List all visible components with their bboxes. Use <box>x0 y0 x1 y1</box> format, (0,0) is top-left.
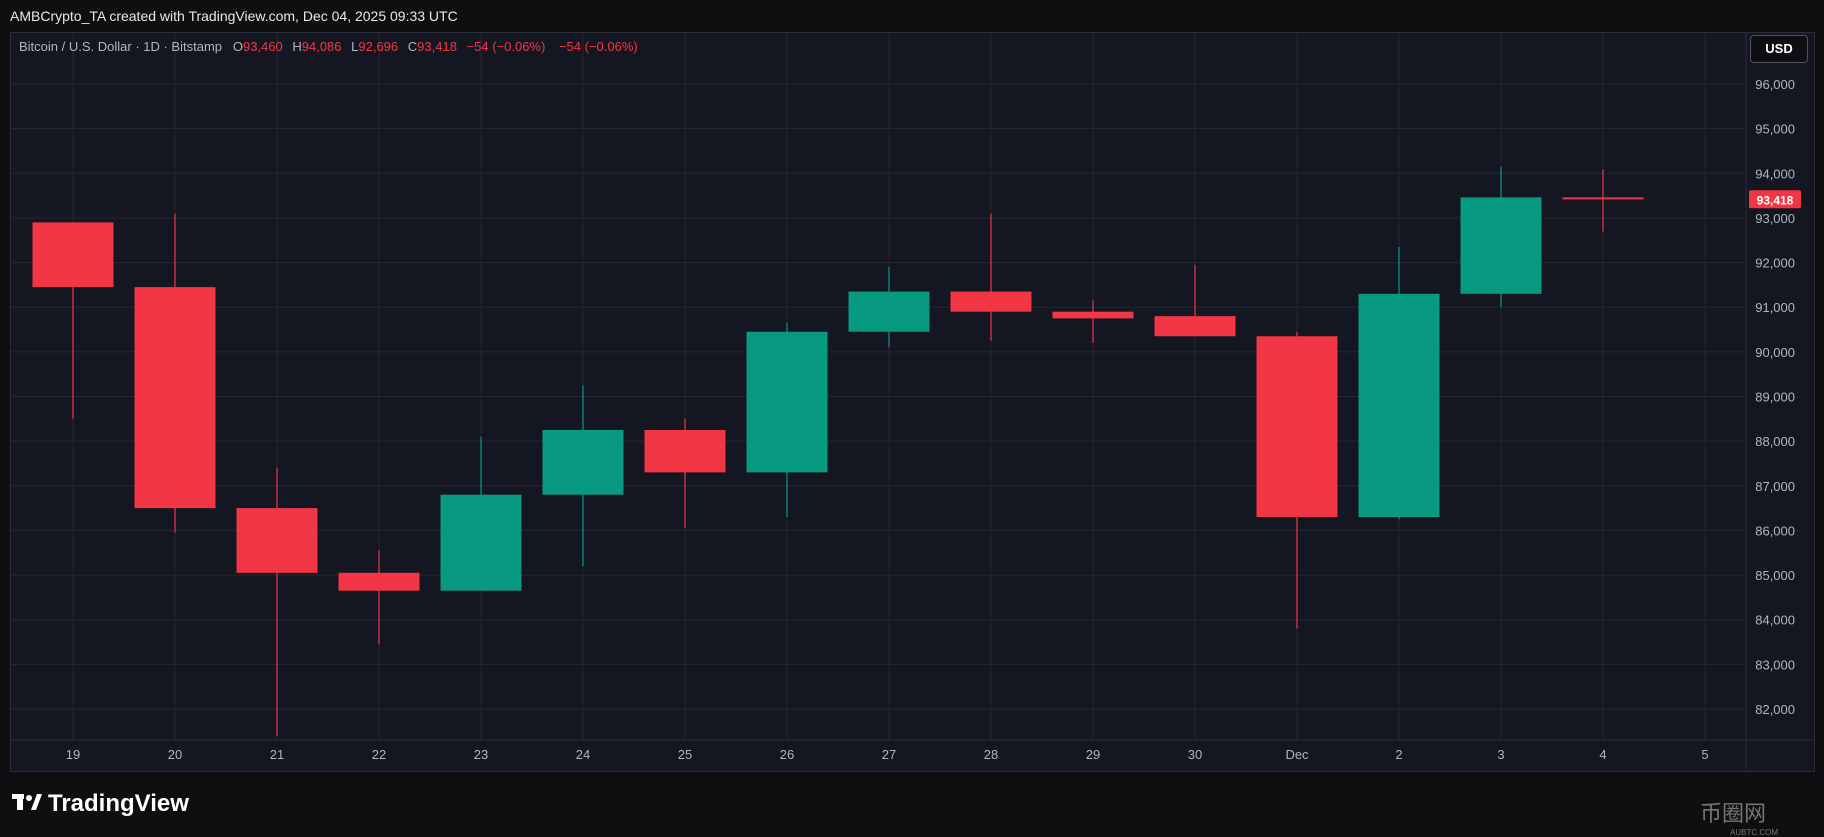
x-tick-label: 25 <box>678 747 692 762</box>
y-tick-label: 83,000 <box>1755 657 1795 672</box>
candle-body <box>338 572 420 591</box>
site-watermark: 币圈网 AUBTC.COM <box>1700 796 1778 837</box>
chart-frame <box>10 32 1815 772</box>
y-tick-label: 88,000 <box>1755 434 1795 449</box>
x-tick-label: 2 <box>1395 747 1402 762</box>
x-tick-label: 26 <box>780 747 794 762</box>
y-tick-label: 86,000 <box>1755 523 1795 538</box>
tradingview-icon <box>12 790 42 818</box>
candle-body <box>236 508 318 573</box>
close-value: 93,418 <box>417 39 457 54</box>
last-price-marker: 93,418 <box>1749 190 1801 209</box>
watermark-sub: AUBTC.COM <box>1730 828 1778 837</box>
y-tick-label: 87,000 <box>1755 479 1795 494</box>
candle-body <box>32 222 114 288</box>
symbol-name: Bitcoin / U.S. Dollar · 1D · Bitstamp <box>19 39 222 54</box>
change-value-2: −54 (−0.06%) <box>558 39 638 54</box>
y-tick-label: 89,000 <box>1755 390 1795 405</box>
candle-body <box>440 494 522 591</box>
candle-body <box>1052 311 1134 319</box>
x-tick-label: 5 <box>1701 747 1708 762</box>
candle-body <box>1358 293 1440 518</box>
last-price-label: 93,418 <box>1757 193 1794 207</box>
y-tick-label: 85,000 <box>1755 568 1795 583</box>
y-tick-label: 96,000 <box>1755 77 1795 92</box>
tradingview-logo[interactable]: TradingView <box>12 790 189 818</box>
x-tick-label: 27 <box>882 747 896 762</box>
y-tick-label: 92,000 <box>1755 256 1795 271</box>
x-axis: 19 20 21 22 23 24 25 26 27 28 29 30 Dec 2 3 4 5 <box>66 747 1709 762</box>
currency-button[interactable]: USD <box>1750 35 1808 63</box>
watermark-main: 币圈网 <box>1700 801 1767 826</box>
x-tick-label: 30 <box>1188 747 1202 762</box>
y-tick-label: 95,000 <box>1755 122 1795 137</box>
y-tick-label: 84,000 <box>1755 613 1795 628</box>
x-tick-label: 24 <box>576 747 590 762</box>
candle-body <box>1562 197 1644 200</box>
y-tick-label: 93,000 <box>1755 211 1795 226</box>
candle-body <box>1460 197 1542 294</box>
open-value: 93,460 <box>242 39 283 54</box>
x-tick-label: 28 <box>984 747 998 762</box>
symbol-legend: Bitcoin / U.S. Dollar · 1D · Bitstamp O9… <box>19 39 648 54</box>
x-tick-label: 29 <box>1086 747 1100 762</box>
candle-body <box>542 429 624 495</box>
candle-body <box>746 331 828 473</box>
x-tick-label: 19 <box>66 747 80 762</box>
x-tick-label: Dec <box>1285 747 1309 762</box>
candle-body <box>848 291 930 332</box>
y-tick-label: 82,000 <box>1755 702 1795 717</box>
candle-body <box>644 429 726 473</box>
grid-lines <box>11 33 1813 770</box>
high-label: H <box>292 39 302 54</box>
last-price-badge <box>1749 190 1801 209</box>
candle-body <box>950 291 1032 312</box>
candle-body <box>1154 316 1236 337</box>
y-tick-label: 91,000 <box>1755 300 1795 315</box>
x-tick-label: 20 <box>168 747 182 762</box>
candle-body <box>134 287 216 509</box>
tradingview-wordmark: TradingView <box>48 790 189 817</box>
change-value: −54 (−0.06%) <box>466 39 546 54</box>
high-value: 94,086 <box>301 39 342 54</box>
low-value: 92,696 <box>358 39 399 54</box>
x-tick-label: 21 <box>270 747 284 762</box>
open-label: O <box>232 39 243 54</box>
x-tick-label: 3 <box>1497 747 1504 762</box>
attribution-text: AMBCrypto_TA created with TradingView.co… <box>10 8 458 24</box>
x-tick-label: 4 <box>1599 747 1606 762</box>
low-label: L <box>351 39 359 54</box>
y-tick-label: 90,000 <box>1755 345 1795 360</box>
x-tick-label: 23 <box>474 747 488 762</box>
y-tick-label: 94,000 <box>1755 166 1795 181</box>
x-tick-label: 22 <box>372 747 386 762</box>
candles <box>32 166 1644 736</box>
candle-body <box>1256 336 1338 518</box>
close-label: C <box>407 39 418 54</box>
y-axis: 82,000 83,000 84,000 85,000 86,000 87,000 88,0… <box>1755 77 1795 717</box>
